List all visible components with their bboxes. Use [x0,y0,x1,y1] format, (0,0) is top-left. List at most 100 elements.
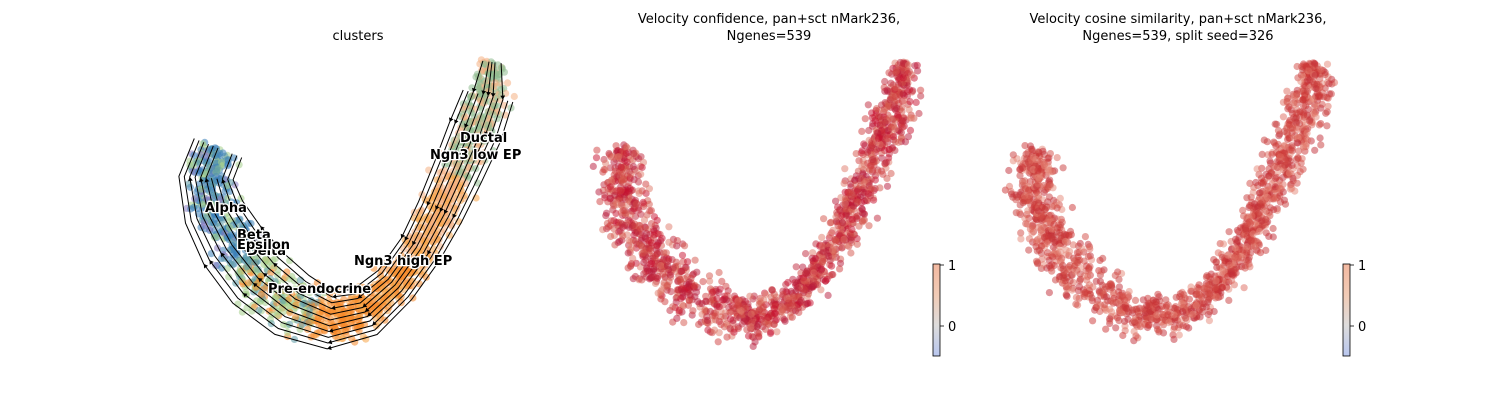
cell-point [868,109,876,117]
cell-point [1123,297,1131,305]
cell-point [654,230,662,238]
cell-point [1042,219,1051,227]
cell-point [876,184,884,192]
cell-point [858,204,866,213]
cell-point [217,158,226,166]
cell-point [797,297,805,305]
cell-point [1265,172,1273,180]
cell-point [409,277,417,285]
cell-point [1081,233,1089,241]
cell-point [760,296,768,304]
cell-point [846,188,854,197]
cell-point [1131,296,1140,304]
cell-point [1050,261,1058,270]
cell-point [664,281,672,289]
cell-point [235,256,243,264]
cell-point [1145,300,1153,308]
cell-point [292,313,300,321]
cell-point [755,329,763,337]
cell-point [1293,62,1301,71]
cell-point [861,115,869,123]
cell-point [1305,67,1313,75]
cell-point [1072,293,1080,301]
cell-point [1301,91,1309,99]
cell-point [1076,277,1084,285]
stream-arrowhead [203,263,208,269]
cell-point [219,216,227,224]
cell-point [346,302,354,310]
cell-point [1212,292,1221,300]
cell-point [191,195,199,203]
cell-point [1205,317,1213,325]
cell-point [630,150,638,158]
cell-point [1016,165,1024,173]
cell-point [634,187,643,195]
cell-point [726,315,735,323]
cell-point [855,222,863,230]
cell-point [1200,285,1208,293]
stream-arrowhead [188,177,193,182]
cell-point [626,184,634,193]
cell-point [267,269,275,277]
cell-point [1296,119,1304,128]
cell-point [632,200,641,208]
cell-point [1212,258,1220,266]
cell-point [1175,331,1183,339]
cell-point [703,316,712,325]
cell-point [1315,121,1323,129]
cell-point [1187,283,1195,291]
cell-point [1304,136,1312,144]
cell-point [840,235,848,243]
cell-point [760,319,769,327]
cell-point [1294,139,1302,147]
cell-point [646,246,654,254]
cell-point [1235,228,1243,236]
cell-point [768,286,776,294]
cell-point [906,114,914,122]
cell-point [645,185,654,193]
cell-point [475,79,484,87]
cell-point [1131,319,1139,327]
cell-point [899,74,907,82]
cell-point [681,263,689,272]
cell-point [686,291,694,299]
cell-point [596,198,604,206]
cell-point [636,222,644,230]
cell-point [187,205,195,213]
cell-point [746,292,754,300]
cell-point [1154,290,1162,298]
cell-point [437,219,445,227]
cell-point [1276,192,1284,200]
cell-point [338,312,346,320]
cell-point [658,286,666,294]
cell-point [500,68,508,76]
cell-point [906,126,915,134]
cell-point [1017,235,1025,243]
cell-point [646,207,654,215]
cell-point [225,273,233,281]
cell-point [848,225,856,234]
panel2-title-line1: Velocity confidence, pan+sct nMark236, [638,12,900,27]
cell-point [1144,321,1152,329]
cell-point [615,153,623,161]
cell-point [1096,277,1104,285]
cell-point [613,199,621,207]
cell-point [726,325,734,333]
cell-point [878,167,886,175]
cell-point [892,84,900,92]
cell-point [827,218,835,226]
cell-point [1276,184,1284,192]
panel2-colorbar-tick-0: 0 [948,320,956,335]
cell-point [1059,164,1067,172]
cell-point [661,298,669,306]
cell-point [681,242,689,250]
cell-point [691,256,699,264]
cell-point [1024,207,1032,215]
cell-point [1056,194,1064,202]
cell-point [1234,254,1242,262]
cell-point [603,209,611,217]
cell-point [251,266,259,275]
cell-point [1243,220,1251,228]
cell-point [834,222,842,230]
cell-point [1196,313,1204,321]
